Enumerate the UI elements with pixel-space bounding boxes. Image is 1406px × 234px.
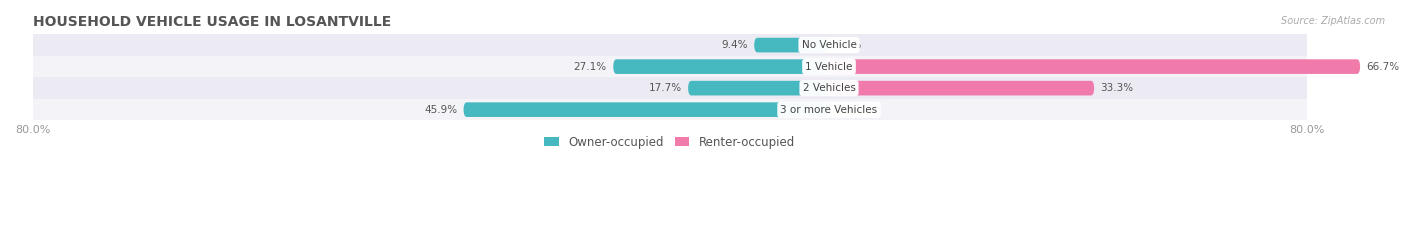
Text: 45.9%: 45.9% xyxy=(425,105,457,115)
Text: No Vehicle: No Vehicle xyxy=(801,40,856,50)
Text: 9.4%: 9.4% xyxy=(721,40,748,50)
Bar xyxy=(32,34,1306,56)
Text: 33.3%: 33.3% xyxy=(1101,83,1133,93)
Bar xyxy=(32,56,1306,77)
Text: 3 or more Vehicles: 3 or more Vehicles xyxy=(780,105,877,115)
Text: 1 Vehicle: 1 Vehicle xyxy=(806,62,852,72)
Text: 2 Vehicles: 2 Vehicles xyxy=(803,83,855,93)
Legend: Owner-occupied, Renter-occupied: Owner-occupied, Renter-occupied xyxy=(540,131,800,153)
Text: 17.7%: 17.7% xyxy=(648,83,682,93)
FancyBboxPatch shape xyxy=(613,59,830,74)
Bar xyxy=(32,99,1306,121)
Text: 0.0%: 0.0% xyxy=(835,40,862,50)
Text: 27.1%: 27.1% xyxy=(574,62,607,72)
FancyBboxPatch shape xyxy=(830,81,1094,95)
Text: 66.7%: 66.7% xyxy=(1367,62,1399,72)
FancyBboxPatch shape xyxy=(464,102,830,117)
Text: Source: ZipAtlas.com: Source: ZipAtlas.com xyxy=(1281,16,1385,26)
Text: 0.0%: 0.0% xyxy=(835,105,862,115)
FancyBboxPatch shape xyxy=(688,81,830,95)
FancyBboxPatch shape xyxy=(830,59,1360,74)
Bar xyxy=(32,77,1306,99)
Text: HOUSEHOLD VEHICLE USAGE IN LOSANTVILLE: HOUSEHOLD VEHICLE USAGE IN LOSANTVILLE xyxy=(32,15,391,29)
FancyBboxPatch shape xyxy=(754,38,830,52)
